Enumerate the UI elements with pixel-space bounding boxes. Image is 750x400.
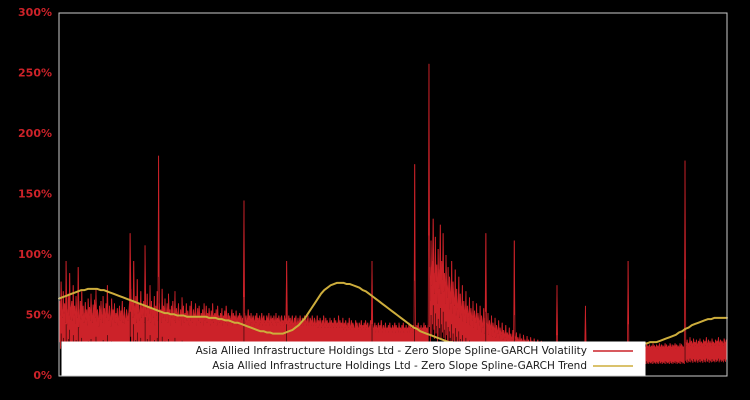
legend-entry-label: Asia Allied Infrastructure Holdings Ltd … [212,360,587,372]
legend-entry-label: Asia Allied Infrastructure Holdings Ltd … [196,345,587,357]
y-axis-tick-label: 300% [18,6,52,19]
y-axis-tick-label: 250% [18,67,52,80]
y-axis-tick-label: 100% [18,248,52,261]
y-axis-tick-label: 0% [33,369,52,382]
legend-box[interactable]: Asia Allied Infrastructure Holdings Ltd … [61,341,646,376]
y-axis-tick-label: 150% [18,188,52,201]
y-axis-tick-labels: 0% 50% 100% 150% 200% 250% 300% [18,6,52,382]
y-axis-tick-label: 200% [18,127,52,140]
legend-background [61,341,646,376]
plot-area-border [58,12,728,377]
y-axis-tick-label: 50% [26,309,52,322]
